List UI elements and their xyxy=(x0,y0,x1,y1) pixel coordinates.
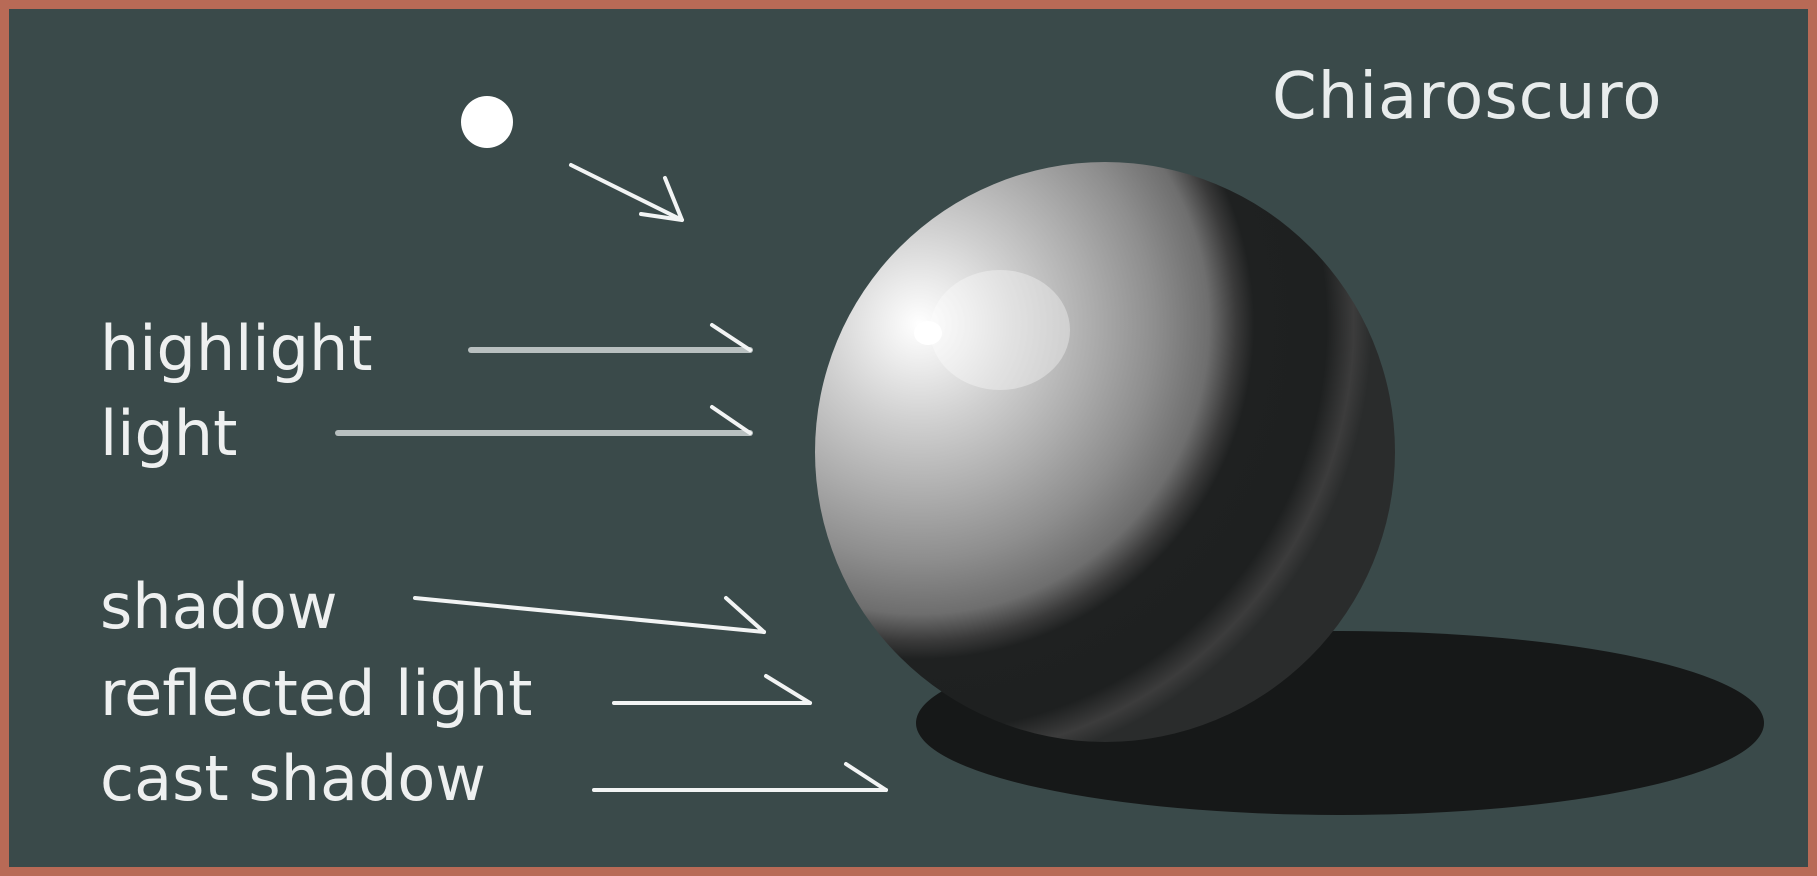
label-light: light xyxy=(100,397,237,470)
label-reflected-light: reflected light xyxy=(100,657,533,730)
light-direction-arrow xyxy=(569,163,684,222)
arrow-reflected-light xyxy=(612,674,812,705)
arrow-cast-shadow xyxy=(592,762,888,792)
light-source-icon xyxy=(461,96,513,148)
arrow-light xyxy=(335,405,753,436)
label-cast-shadow: cast shadow xyxy=(100,742,486,815)
arrow-highlight xyxy=(468,323,753,353)
diagram-title: Chiaroscuro xyxy=(1272,60,1662,134)
arrow-shadow xyxy=(413,596,766,634)
label-shadow: shadow xyxy=(100,570,338,643)
label-highlight: highlight xyxy=(100,312,373,385)
sphere xyxy=(815,162,1395,742)
